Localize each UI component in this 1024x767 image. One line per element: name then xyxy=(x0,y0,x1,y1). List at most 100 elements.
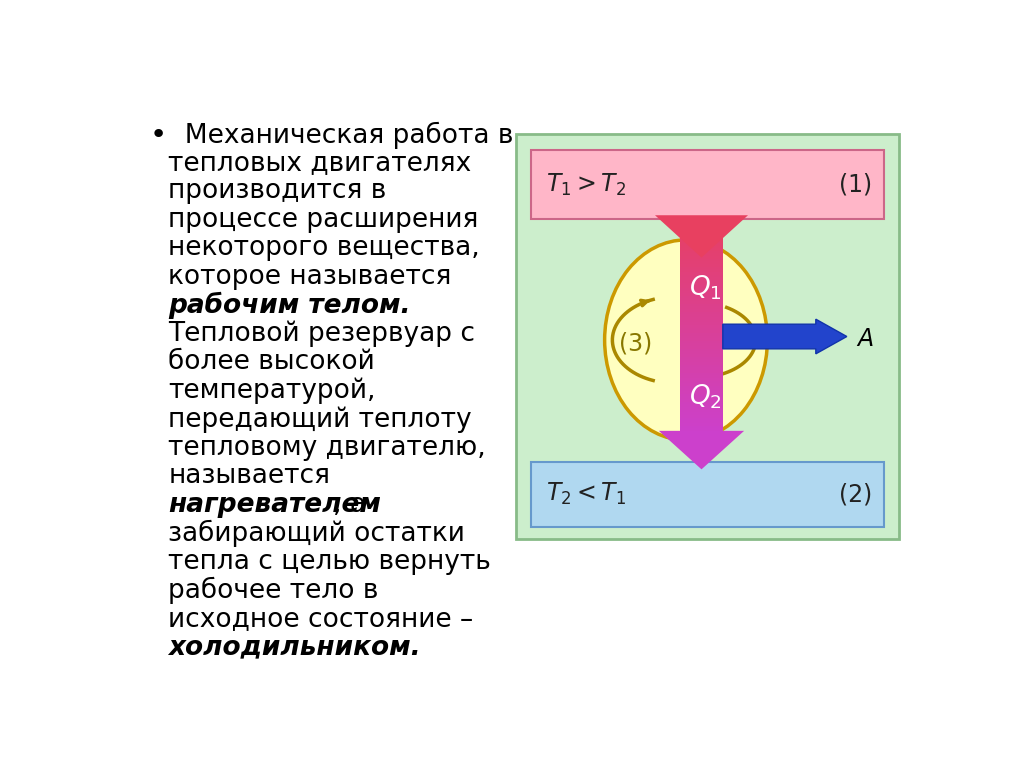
Polygon shape xyxy=(680,402,723,404)
Polygon shape xyxy=(680,367,723,370)
Polygon shape xyxy=(680,364,723,367)
Polygon shape xyxy=(680,344,723,346)
Text: (2): (2) xyxy=(839,482,872,506)
Polygon shape xyxy=(680,360,723,362)
Polygon shape xyxy=(680,428,723,431)
Polygon shape xyxy=(680,423,723,426)
Text: холодильником.: холодильником. xyxy=(168,634,421,660)
Polygon shape xyxy=(680,245,723,249)
Polygon shape xyxy=(680,346,723,349)
FancyBboxPatch shape xyxy=(531,462,884,527)
Text: более высокой: более высокой xyxy=(168,349,375,375)
Text: , а: , а xyxy=(333,492,367,518)
Polygon shape xyxy=(680,238,723,240)
Text: (1): (1) xyxy=(839,173,872,196)
Text: некоторого вещества,: некоторого вещества, xyxy=(168,235,480,262)
Polygon shape xyxy=(680,373,723,375)
Polygon shape xyxy=(680,420,723,423)
Text: •: • xyxy=(150,121,167,150)
Text: производится в: производится в xyxy=(168,178,386,204)
Polygon shape xyxy=(680,380,723,384)
Polygon shape xyxy=(680,254,723,256)
Text: температурой,: температурой, xyxy=(168,377,376,404)
Polygon shape xyxy=(680,288,723,291)
Polygon shape xyxy=(680,375,723,378)
FancyBboxPatch shape xyxy=(515,134,899,538)
Polygon shape xyxy=(680,272,723,275)
Polygon shape xyxy=(680,314,723,317)
Polygon shape xyxy=(680,357,723,360)
FancyBboxPatch shape xyxy=(531,150,884,219)
Polygon shape xyxy=(680,222,723,225)
Polygon shape xyxy=(680,413,723,415)
Polygon shape xyxy=(680,267,723,269)
Text: Механическая работа в: Механическая работа в xyxy=(168,121,514,149)
Polygon shape xyxy=(680,331,723,333)
Text: $A$: $A$ xyxy=(856,327,873,351)
Polygon shape xyxy=(680,426,723,428)
Polygon shape xyxy=(680,386,723,389)
Polygon shape xyxy=(680,417,723,420)
Polygon shape xyxy=(680,219,723,222)
Polygon shape xyxy=(680,256,723,258)
Polygon shape xyxy=(680,320,723,322)
Text: нагревателем: нагревателем xyxy=(168,492,381,518)
Polygon shape xyxy=(680,309,723,311)
Polygon shape xyxy=(680,325,723,328)
Polygon shape xyxy=(680,322,723,325)
Polygon shape xyxy=(680,407,723,410)
Polygon shape xyxy=(680,278,723,280)
Polygon shape xyxy=(680,235,723,238)
FancyArrow shape xyxy=(723,319,847,354)
Polygon shape xyxy=(680,370,723,373)
Polygon shape xyxy=(680,296,723,298)
Polygon shape xyxy=(680,285,723,288)
Text: которое называется: которое называется xyxy=(168,264,452,290)
Text: Тепловой резервуар с: Тепловой резервуар с xyxy=(168,321,475,347)
Polygon shape xyxy=(680,333,723,335)
Text: забирающий остатки: забирающий остатки xyxy=(168,520,465,548)
Polygon shape xyxy=(680,410,723,413)
Polygon shape xyxy=(680,251,723,254)
Polygon shape xyxy=(680,378,723,380)
Polygon shape xyxy=(680,362,723,364)
Polygon shape xyxy=(680,349,723,351)
Polygon shape xyxy=(680,391,723,393)
Polygon shape xyxy=(680,397,723,399)
Polygon shape xyxy=(680,264,723,267)
Polygon shape xyxy=(680,258,723,262)
Polygon shape xyxy=(680,335,723,338)
Polygon shape xyxy=(680,269,723,272)
Polygon shape xyxy=(680,338,723,341)
Text: $Q_1$: $Q_1$ xyxy=(689,273,722,301)
Polygon shape xyxy=(680,291,723,293)
Polygon shape xyxy=(680,341,723,344)
Polygon shape xyxy=(680,249,723,251)
Ellipse shape xyxy=(604,240,767,440)
Text: тепловых двигателях: тепловых двигателях xyxy=(168,150,471,176)
Text: называется: называется xyxy=(168,463,331,489)
Text: исходное состояние –: исходное состояние – xyxy=(168,606,473,632)
Text: процессе расширения: процессе расширения xyxy=(168,207,478,232)
Polygon shape xyxy=(680,229,723,232)
Polygon shape xyxy=(658,431,744,469)
Polygon shape xyxy=(680,227,723,229)
Polygon shape xyxy=(680,304,723,307)
Polygon shape xyxy=(680,293,723,296)
Text: (3): (3) xyxy=(618,332,652,356)
Polygon shape xyxy=(680,393,723,397)
Text: $Q_2$: $Q_2$ xyxy=(689,383,722,411)
Polygon shape xyxy=(680,404,723,407)
Polygon shape xyxy=(680,275,723,278)
Polygon shape xyxy=(680,399,723,402)
Polygon shape xyxy=(680,351,723,354)
Polygon shape xyxy=(680,280,723,282)
Polygon shape xyxy=(680,225,723,227)
Text: рабочим телом.: рабочим телом. xyxy=(168,292,411,320)
Polygon shape xyxy=(680,282,723,285)
Text: $T_1 > T_2$: $T_1 > T_2$ xyxy=(547,171,627,198)
Polygon shape xyxy=(680,384,723,386)
Polygon shape xyxy=(680,298,723,301)
Polygon shape xyxy=(680,232,723,235)
Polygon shape xyxy=(680,354,723,357)
